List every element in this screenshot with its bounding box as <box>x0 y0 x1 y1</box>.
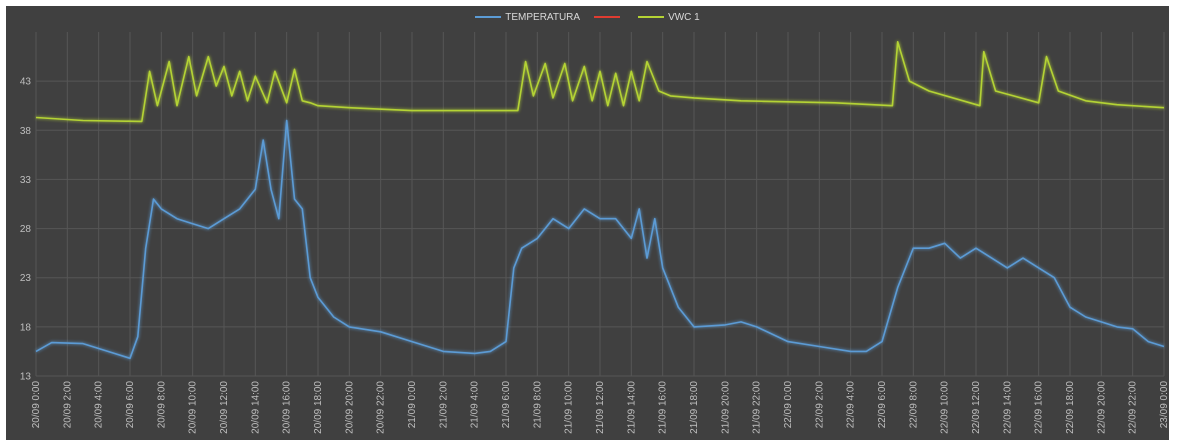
y-tick-label: 18 <box>20 322 32 333</box>
y-tick-label: 33 <box>20 175 32 186</box>
legend-label: TEMPERATURA <box>505 11 581 23</box>
x-tick-label: 21/09 22:00 <box>752 381 763 434</box>
y-tick-label: 28 <box>20 224 32 235</box>
x-tick-label: 20/09 2:00 <box>62 381 73 429</box>
x-tick-label: 20/09 10:00 <box>188 381 199 434</box>
x-tick-label: 21/09 18:00 <box>689 381 700 434</box>
legend: TEMPERATURA VWC 1 <box>6 6 1169 28</box>
legend-line-icon <box>638 16 665 18</box>
series-line-vwc-1 <box>35 40 1165 123</box>
x-tick-label: 20/09 22:00 <box>376 381 387 434</box>
x-tick-label: 21/09 2:00 <box>438 381 449 429</box>
x-tick-label: 22/09 6:00 <box>877 381 888 429</box>
x-tick-label: 20/09 16:00 <box>282 381 293 434</box>
y-tick-label: 43 <box>20 77 32 88</box>
x-tick-label: 20/09 12:00 <box>219 381 230 434</box>
legend-item-vwc1: VWC 1 <box>638 12 700 23</box>
x-tick-label: 21/09 10:00 <box>564 381 575 434</box>
y-tick-label: 13 <box>20 372 32 383</box>
legend-label: VWC 1 <box>668 11 700 23</box>
x-tick-label: 21/09 12:00 <box>595 381 606 434</box>
x-tick-label: 20/09 18:00 <box>313 381 324 434</box>
x-tick-label: 22/09 4:00 <box>846 381 857 429</box>
x-tick-label: 22/09 16:00 <box>1034 381 1045 434</box>
x-tick-label: 22/09 18:00 <box>1065 381 1076 434</box>
y-tick-label: 23 <box>20 273 32 284</box>
x-tick-label: 22/09 20:00 <box>1096 381 1107 434</box>
x-tick-label: 22/09 2:00 <box>814 381 825 429</box>
legend-item-red <box>594 16 624 18</box>
x-tick-label: 21/09 16:00 <box>658 381 669 434</box>
x-tick-label: 21/09 20:00 <box>720 381 731 434</box>
x-tick-label: 20/09 0:00 <box>31 381 42 429</box>
x-tick-label: 22/09 8:00 <box>908 381 919 429</box>
x-tick-label: 22/09 12:00 <box>971 381 982 434</box>
legend-line-icon <box>475 16 502 18</box>
chart-area: TEMPERATURA VWC 1 13 18 23 28 33 38 43 20/09 0:… <box>6 6 1169 440</box>
x-tick-label: 20/09 8:00 <box>156 381 167 429</box>
x-tick-label: 21/09 6:00 <box>501 381 512 429</box>
x-tick-label: 20/09 14:00 <box>250 381 261 434</box>
legend-line-icon <box>594 16 621 18</box>
y-tick-label: 38 <box>20 126 32 137</box>
x-tick-label: 22/09 14:00 <box>1002 381 1013 434</box>
x-tick-label: 21/09 14:00 <box>626 381 637 434</box>
x-tick-label: 23/09 0:00 <box>1159 381 1169 429</box>
x-tick-label: 20/09 20:00 <box>344 381 355 434</box>
x-tick-label: 20/09 4:00 <box>94 381 105 429</box>
legend-item-temperatura: TEMPERATURA <box>475 12 580 23</box>
x-tick-label: 21/09 8:00 <box>532 381 543 429</box>
x-tick-label: 21/09 4:00 <box>470 381 481 429</box>
x-tick-label: 21/09 0:00 <box>407 381 418 429</box>
series-line-temperatura <box>35 119 1165 360</box>
x-tick-label: 20/09 6:00 <box>125 381 136 429</box>
x-tick-label: 22/09 22:00 <box>1128 381 1139 434</box>
x-tick-label: 22/09 10:00 <box>940 381 951 434</box>
line-chart: 13 18 23 28 33 38 43 20/09 0:00 20/09 2:00 20/09 … <box>20 32 1169 434</box>
x-tick-label: 22/09 0:00 <box>783 381 794 429</box>
